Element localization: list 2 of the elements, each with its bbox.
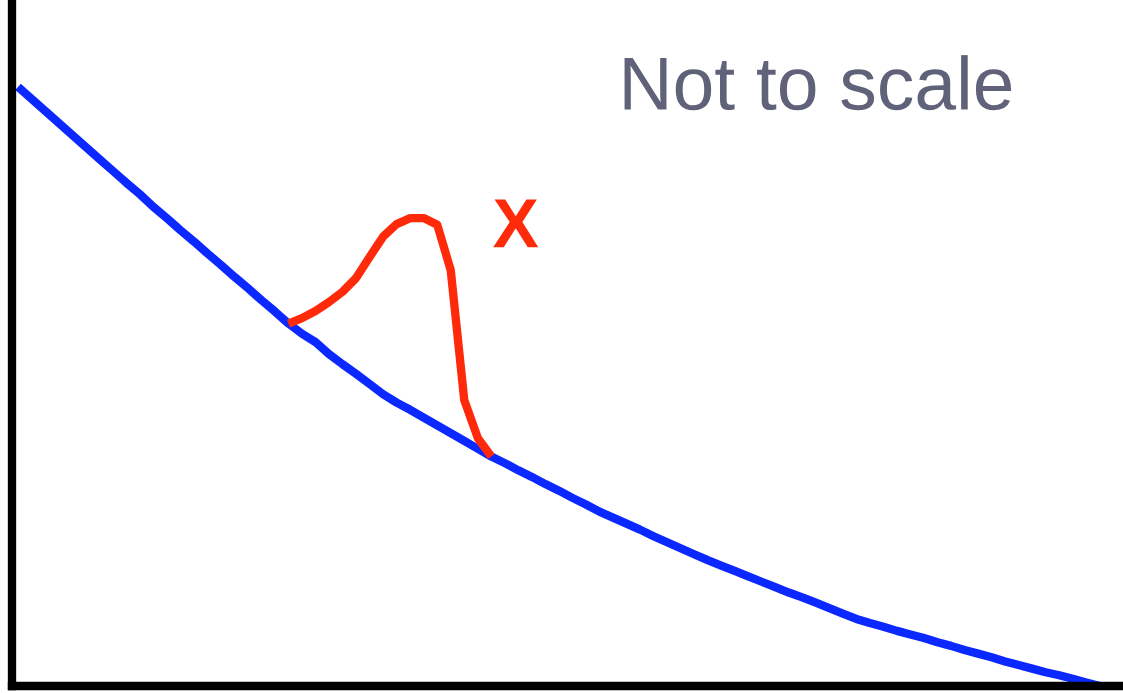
annotation: Not to scale	[624, 55, 1012, 111]
series-label: X	[493, 199, 539, 248]
